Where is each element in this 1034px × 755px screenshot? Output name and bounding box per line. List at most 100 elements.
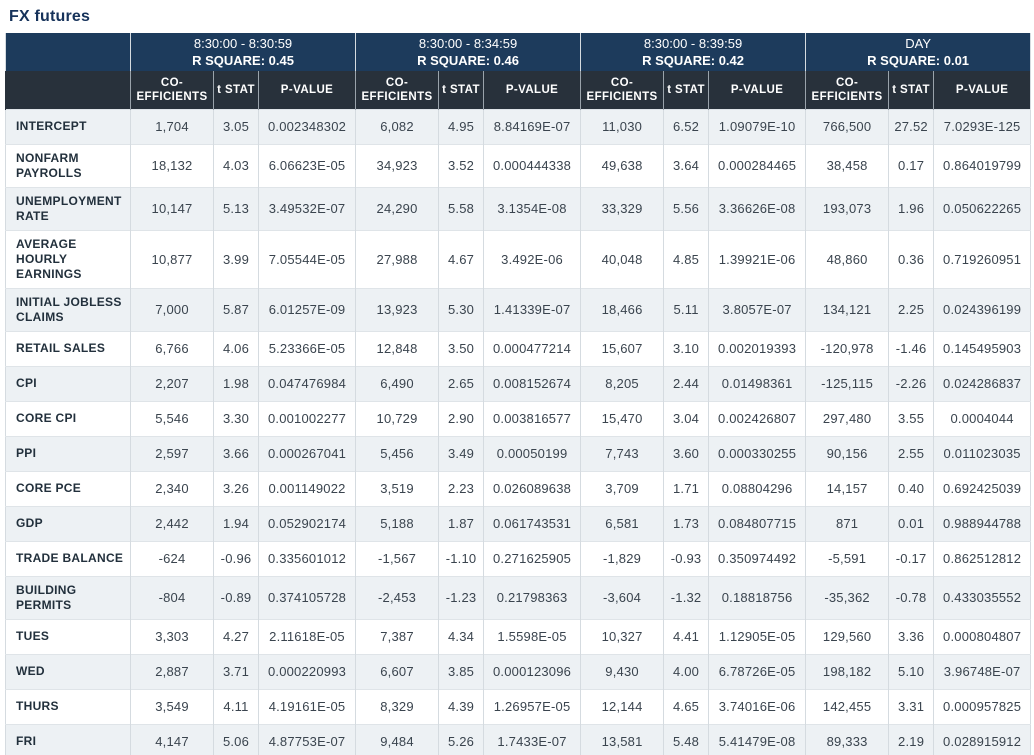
table-cell: 5.26 [438,724,484,755]
table-cell: 7,743 [580,436,664,471]
row-label: CORE CPI [16,411,77,425]
table-cell: 0.061743531 [483,506,581,541]
table-cell: 0.335601012 [257,541,356,576]
table-cell: 34,923 [355,144,439,187]
column-header: P-VALUE [483,71,581,109]
table-cell: 48,860 [805,230,889,288]
table-cell: 3.85 [438,654,484,689]
table-cell: 3.52 [438,144,484,187]
table-cell: 2.44 [663,366,709,401]
row-label: INITIAL JOBLESS CLAIMS [16,294,122,324]
table-cell: 1.39921E-06 [708,230,806,288]
table-cell: 3,519 [355,471,439,506]
table-cell: 2.65 [438,366,484,401]
group-r-square-label: R SQUARE: 0.46 [417,53,519,68]
table-cell: 0.000477214 [483,331,581,366]
table-cell: -0.96 [213,541,259,576]
table-cell: 3.31 [888,689,934,724]
table-cell: 3.49 [438,436,484,471]
table-row: TRADE BALANCE -624 -0.96 0.335601012 -1,567-… [5,541,1031,576]
column-group-header: 8:30:00 - 8:34:59 R SQUARE: 0.46 [355,33,581,71]
table-cell: 0.271625905 [483,541,581,576]
table-cell: 5.41479E-08 [708,724,806,755]
row-label: GDP [16,516,43,530]
row-label: BUILDING PERMITS [16,582,77,612]
table-cell: 0.047476984 [257,366,356,401]
column-header: CO-EFFICIENTS [355,71,439,109]
group-period-label: 8:30:00 - 8:30:59 [193,36,293,51]
table-cell: 24,290 [355,187,439,230]
table-cell: 4.03 [213,144,259,187]
table-cell: -1.46 [888,331,934,366]
table-cell: -1.10 [438,541,484,576]
column-header: t STAT [888,71,934,109]
table-row: AVERAGE HOURLY EARNINGS 10,877 3.99 7.05544… [5,230,1031,288]
table-cell: 198,182 [805,654,889,689]
table-cell: 0.719260951 [933,230,1031,288]
table-cell: 6,581 [580,506,664,541]
table-cell: 2.55 [888,436,934,471]
table-cell: 1.73 [663,506,709,541]
table-cell: 9,484 [355,724,439,755]
table-cell: 0.000123096 [483,654,581,689]
table-cell: 2,597 [130,436,214,471]
table-cell: 3.05 [213,109,259,144]
table-cell: 15,470 [580,401,664,436]
table-cell: 1.26957E-05 [483,689,581,724]
table-cell: -804 [130,576,214,619]
table-cell: 0.864019799 [933,144,1031,187]
table-cell: -35,362 [805,576,889,619]
table-cell: -0.93 [663,541,709,576]
table-row: TUES 3,303 4.27 2.11618E-05 7,387 4.34 1.5598E… [5,619,1031,654]
table-cell: 4.11 [213,689,259,724]
table-cell: 0.028915912 [933,724,1031,755]
table-cell: 33,329 [580,187,664,230]
table-cell: 1.5598E-05 [483,619,581,654]
column-header: CO-EFFICIENTS [130,71,214,109]
table-cell: 0.000267041 [257,436,356,471]
table-cell: 6.78726E-05 [708,654,806,689]
table-cell: 2.19 [888,724,934,755]
table-cell: 3.26 [213,471,259,506]
table-row: CORE PCE 2,340 3.26 0.001149022 3,519 2.23 0.0… [5,471,1031,506]
table-cell: 3.1354E-08 [483,187,581,230]
table-cell: 3.60 [663,436,709,471]
table-cell: 4.27 [213,619,259,654]
table-row: NONFARM PAYROLLS 18,132 4.03 6.06623E-05 34,… [5,144,1031,187]
table-cell: 5,546 [130,401,214,436]
column-header: t STAT [213,71,259,109]
table-cell: 18,132 [130,144,214,187]
table-row: INTERCEPT 1,704 3.05 0.002348302 6,082 4.95 8.… [5,109,1031,144]
table-cell: 2.23 [438,471,484,506]
table-cell: 13,581 [580,724,664,755]
column-group-header: DAY R SQUARE: 0.01 [805,33,1031,71]
table-cell: 2,442 [130,506,214,541]
table-cell: 0.692425039 [933,471,1031,506]
table-cell: 3.99 [213,230,259,288]
table-header: 8:30:00 - 8:30:59 R SQUARE: 0.45 8:30:00 -… [5,33,1031,109]
table-cell: 4.67 [438,230,484,288]
table-row: INITIAL JOBLESS CLAIMS 7,000 5.87 6.01257E-… [5,288,1031,331]
table-cell: 49,638 [580,144,664,187]
table-cell: 2.11618E-05 [257,619,356,654]
table-cell: 2,340 [130,471,214,506]
table-cell: 3.10 [663,331,709,366]
table-cell: 3,303 [130,619,214,654]
column-header: P-VALUE [933,71,1031,109]
table-cell: 5.23366E-05 [257,331,356,366]
group-r-square-label: R SQUARE: 0.42 [642,53,745,68]
row-label: WED [16,664,45,678]
column-header-row: CO-EFFICIENTS t STAT P-VALUE CO-EFFICIENTS t… [5,71,1031,109]
table-cell: 0.000284465 [708,144,806,187]
table-cell: -3,604 [580,576,664,619]
table-cell: 4.87753E-07 [257,724,356,755]
table-cell: 1,704 [130,109,214,144]
table-cell: 4,147 [130,724,214,755]
table-cell: -624 [130,541,214,576]
table-cell: 0.01498361 [708,366,806,401]
table-cell: 1.7433E-07 [483,724,581,755]
table-cell: 297,480 [805,401,889,436]
table-cell: 0.011023035 [933,436,1031,471]
table-cell: 129,560 [805,619,889,654]
